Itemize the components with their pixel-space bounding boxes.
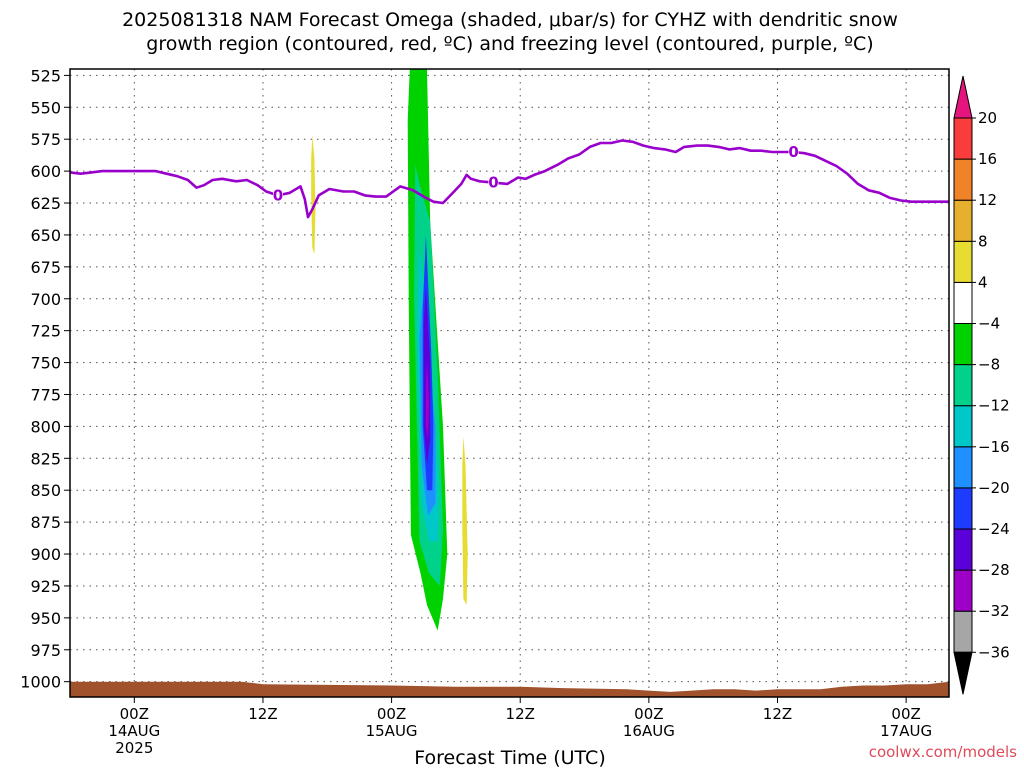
y-tick-label: 675 xyxy=(30,258,61,277)
x-tick-label: 17AUG xyxy=(880,722,932,740)
colorbar: −36 −32 −28 −24 −20 −16 −12 −8 −4 4 8 12 16 20 xyxy=(953,75,1010,695)
x-tick-label: 00Z xyxy=(891,705,920,723)
y-tick-label: 600 xyxy=(30,162,61,181)
omega-region-7 xyxy=(311,135,316,255)
freezing-level-contour-label: 0 xyxy=(273,186,283,204)
y-tick-label: 525 xyxy=(30,66,61,85)
colorbar-segment xyxy=(953,528,973,571)
chart-title-line-2: growth region (contoured, red, ºC) and f… xyxy=(146,33,873,55)
omega-region-8 xyxy=(462,436,468,606)
y-tick-label: 775 xyxy=(30,385,61,404)
chart-title-line-1: 2025081318 NAM Forecast Omega (shaded, μ… xyxy=(122,9,898,31)
colorbar-label: −12 xyxy=(978,397,1010,415)
x-tick-label: 15AUG xyxy=(366,722,418,740)
colorbar-segment xyxy=(953,610,973,653)
credit-text: coolwx.com/models xyxy=(869,743,1017,761)
y-tick-label: 800 xyxy=(30,417,61,436)
colorbar-label: 4 xyxy=(978,273,988,291)
x-tick-label: 14AUG xyxy=(108,722,160,740)
colorbar-label: 8 xyxy=(978,232,988,250)
colorbar-under-arrow xyxy=(953,651,973,695)
x-tick-label: 12Z xyxy=(248,705,277,723)
surface-terrain-fill xyxy=(70,681,949,697)
y-tick-label: 625 xyxy=(30,194,61,213)
colorbar-label: −24 xyxy=(978,520,1010,538)
colorbar-label: 20 xyxy=(978,109,997,127)
freezing-level-contour-label: 0 xyxy=(488,174,498,192)
colorbar-segment xyxy=(953,199,973,242)
y-tick-label: 850 xyxy=(30,481,61,500)
x-tick-label: 00Z xyxy=(120,705,149,723)
colorbar-label: −4 xyxy=(978,315,1000,333)
freezing-level-contour: 0 0 0 xyxy=(70,139,949,219)
y-tick-label: 575 xyxy=(30,130,61,149)
omega-shading xyxy=(311,69,468,631)
colorbar-label: −20 xyxy=(978,479,1010,497)
y-tick-label: 550 xyxy=(30,98,61,117)
colorbar-label: −32 xyxy=(978,602,1010,620)
y-tick-label: 700 xyxy=(30,290,61,309)
y-tick-label: 1000 xyxy=(20,673,61,692)
colorbar-label: −16 xyxy=(978,438,1010,456)
grid-lines xyxy=(70,69,949,697)
colorbar-label: 16 xyxy=(978,150,997,168)
y-tick-label: 650 xyxy=(30,226,61,245)
y-tick-label: 875 xyxy=(30,513,61,532)
y-tick-label: 825 xyxy=(30,449,61,468)
contour-label-bg xyxy=(488,174,499,190)
colorbar-segment xyxy=(953,569,973,612)
x-axis-label: Forecast Time (UTC) xyxy=(414,747,605,768)
x-tick-label: 16AUG xyxy=(623,722,675,740)
plot-background xyxy=(70,69,949,697)
contour-label-bg xyxy=(272,187,283,203)
contour-label-bg xyxy=(788,143,799,159)
freezing-level-contour-label: 0 xyxy=(788,143,798,161)
colorbar-segment xyxy=(953,364,973,407)
y-tick-label: 725 xyxy=(30,322,61,341)
colorbar-label: −36 xyxy=(978,643,1010,661)
omega-region-6 xyxy=(425,362,430,440)
y-tick-label: 950 xyxy=(30,609,61,628)
colorbar-segment xyxy=(953,446,973,489)
x-tick-label: 00Z xyxy=(634,705,663,723)
colorbar-segment xyxy=(953,487,973,530)
surface-terrain xyxy=(70,681,949,697)
colorbar-over-arrow xyxy=(953,75,973,119)
y-axis-ticks: 525 550 575 600 625 650 675 700 725 750 775 800 825 8… xyxy=(20,66,70,692)
colorbar-segment xyxy=(953,281,973,324)
y-tick-label: 750 xyxy=(30,354,61,373)
colorbar-segment xyxy=(953,405,973,448)
colorbar-label: 12 xyxy=(978,191,997,209)
colorbar-segment xyxy=(953,240,973,283)
colorbar-label: −28 xyxy=(978,561,1010,579)
colorbar-segment xyxy=(953,117,973,160)
colorbar-label: −8 xyxy=(978,356,1000,374)
colorbar-segment xyxy=(953,158,973,201)
x-tick-label: 2025 xyxy=(115,739,153,757)
y-tick-label: 900 xyxy=(30,545,61,564)
plot-frame xyxy=(69,68,950,698)
x-tick-label: 12Z xyxy=(763,705,792,723)
x-tick-label: 12Z xyxy=(506,705,535,723)
y-tick-label: 925 xyxy=(30,577,61,596)
x-tick-label: 00Z xyxy=(377,705,406,723)
y-tick-label: 975 xyxy=(30,641,61,660)
colorbar-segment xyxy=(953,323,973,366)
